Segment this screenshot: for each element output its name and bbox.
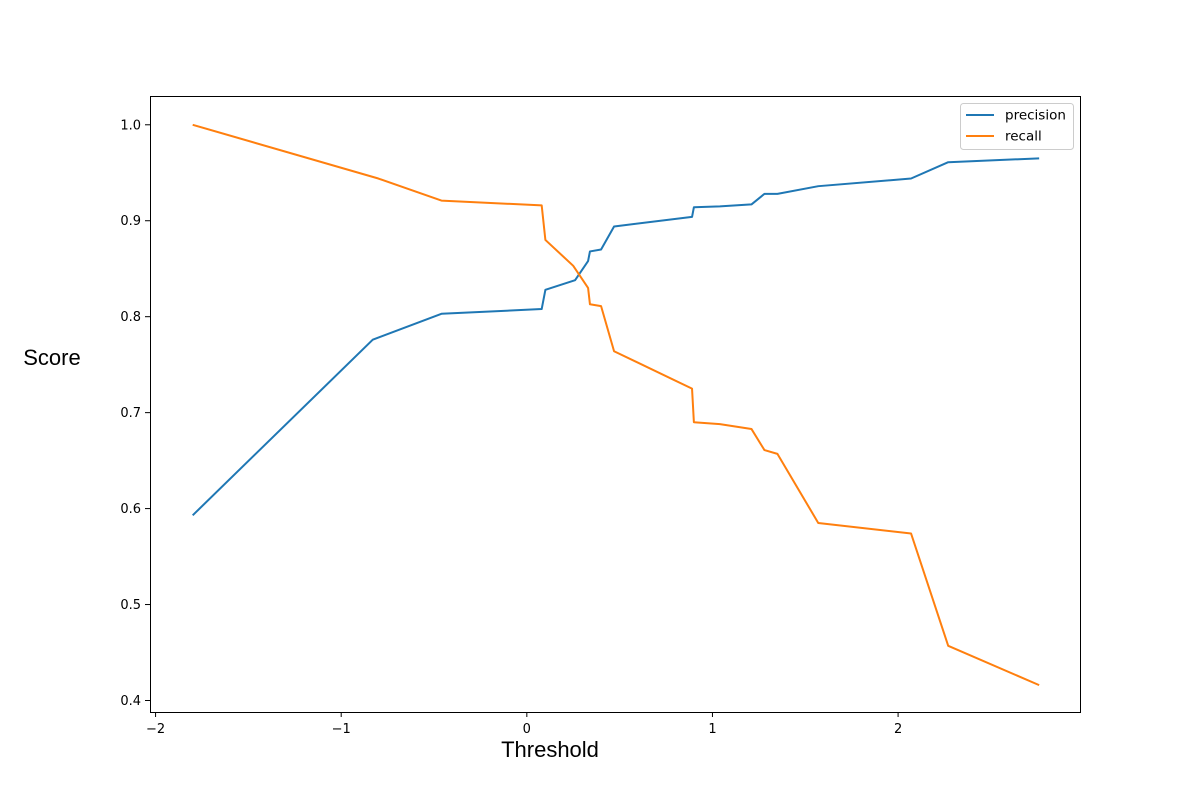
x-axis-title: Threshold	[501, 737, 599, 762]
x-tick-label: 2	[894, 722, 902, 737]
y-tick-label: 0.6	[120, 502, 141, 517]
series-layer	[191, 123, 1040, 687]
legend-label-recall: recall	[1005, 129, 1042, 145]
legend-label-precision: precision	[1005, 108, 1066, 124]
y-axis-ticks: 0.4 0.5 0.6 0.7 0.8 0.9 1.0	[120, 118, 150, 709]
x-tick-label: 0	[523, 722, 531, 737]
y-tick-label: 0.8	[120, 310, 141, 325]
series-line-precision	[191, 157, 1040, 517]
x-tick-label: −2	[146, 722, 165, 737]
series-line-recall	[192, 123, 1040, 687]
x-tick-label: 1	[708, 722, 716, 737]
y-tick-label: 0.4	[120, 694, 141, 709]
x-axis-ticks: −2 −1 0 1 2	[146, 712, 902, 737]
legend: precision recall	[960, 103, 1074, 150]
y-tick-label: 0.5	[120, 598, 141, 613]
plot-frame	[150, 96, 1081, 713]
x-tick-label: −1	[332, 722, 351, 737]
y-tick-label: 0.9	[120, 214, 141, 229]
y-tick-label: 1.0	[120, 118, 141, 133]
y-axis-title: Score	[23, 345, 80, 370]
y-tick-label: 0.7	[120, 406, 141, 421]
